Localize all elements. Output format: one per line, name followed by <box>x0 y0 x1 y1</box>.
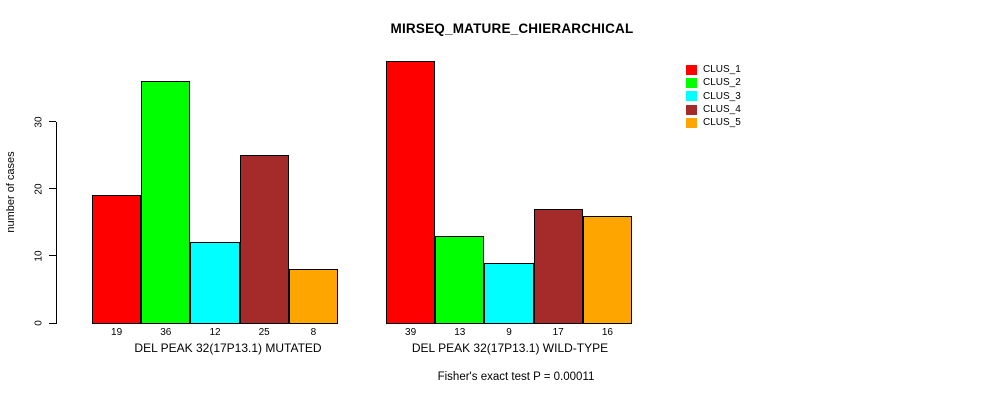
bar-value-label: 19 <box>111 327 123 338</box>
legend-item: CLUS_4 <box>686 103 741 116</box>
legend-swatch <box>686 64 697 75</box>
bar-value-label: 36 <box>160 327 172 338</box>
y-axis-tick-label: 30 <box>33 115 45 128</box>
y-axis-tick <box>49 322 56 324</box>
legend-label: CLUS_4 <box>703 104 741 116</box>
bar-value-label: 12 <box>209 327 221 338</box>
y-axis-tick-label: 0 <box>33 320 45 326</box>
legend-swatch <box>686 104 697 115</box>
bar-value-label: 16 <box>601 327 613 338</box>
bar <box>533 208 583 324</box>
bar-value-label: 8 <box>310 327 317 338</box>
legend: CLUS_1 CLUS_2 CLUS_3 CLUS_4 CLUS_5 <box>686 63 741 129</box>
bar-value-label: 39 <box>405 327 417 338</box>
y-axis <box>56 121 57 324</box>
bar <box>386 61 436 324</box>
legend-label: CLUS_2 <box>703 77 741 89</box>
legend-item: CLUS_5 <box>686 116 741 129</box>
y-axis-tick <box>49 121 56 123</box>
legend-item: CLUS_3 <box>686 90 741 103</box>
legend-swatch <box>686 77 697 88</box>
y-axis-tick <box>49 188 56 190</box>
chart-title: MIRSEQ_MATURE_CHIERARCHICAL <box>390 21 634 36</box>
bar <box>435 235 485 324</box>
bar <box>190 242 240 324</box>
legend-label: CLUS_3 <box>703 90 741 102</box>
legend-label: CLUS_1 <box>703 64 741 76</box>
bar <box>239 155 289 324</box>
legend-item: CLUS_2 <box>686 76 741 89</box>
caption: Fisher's exact test P = 0.00011 <box>437 371 595 383</box>
bar <box>141 81 191 324</box>
legend-swatch <box>686 91 697 102</box>
bar-value-label: 9 <box>506 327 512 338</box>
bar <box>484 262 534 324</box>
group-label-mutated: DEL PEAK 32(17P13.1) MUTATED <box>134 341 322 355</box>
y-axis-tick <box>49 255 56 257</box>
y-axis-tick-label: 20 <box>33 183 45 195</box>
bar-value-label: 17 <box>552 327 564 338</box>
bar-value-label: 13 <box>454 327 466 338</box>
bar <box>92 195 142 324</box>
bar <box>582 215 632 324</box>
y-axis-label: number of cases <box>5 151 17 233</box>
y-axis-tick-label: 10 <box>33 250 45 262</box>
bar <box>288 269 338 324</box>
legend-item: CLUS_1 <box>686 63 741 76</box>
legend-swatch <box>686 117 697 128</box>
bar-value-label: 25 <box>258 327 270 338</box>
group-label-wildtype: DEL PEAK 32(17P13.1) WILD-TYPE <box>411 341 609 355</box>
legend-label: CLUS_5 <box>703 117 741 129</box>
